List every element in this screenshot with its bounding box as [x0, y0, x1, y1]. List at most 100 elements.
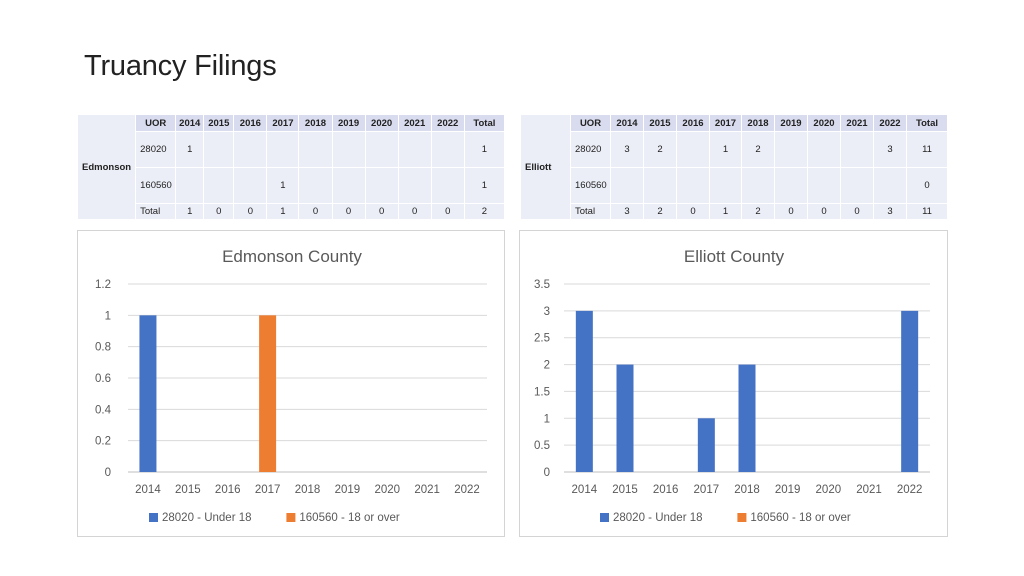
table-cell: 1	[709, 203, 742, 220]
edmonson-chart-panel: Edmonson County 0 0.2 0.4 0.6 0.8 1 1.2 2014 2015…	[77, 230, 505, 537]
table-cell: 1	[175, 131, 205, 168]
x-tick-label: 2018	[295, 484, 321, 496]
table-cell	[203, 131, 235, 168]
table-row: 28020 3 2 1 2 3 11	[521, 131, 948, 168]
table-cell	[676, 131, 710, 168]
table-header-cell: 2014	[175, 114, 205, 132]
uor-code: 160560	[570, 167, 611, 204]
table-cell: 3	[610, 203, 644, 220]
table-cell	[643, 167, 677, 204]
table-header-cell: 2018	[741, 114, 775, 132]
elliott-chart: Elliott County 0 0.5 1 1.5 2 2.5 3 3.5 2014 2015 20…	[534, 247, 930, 524]
table-cell	[397, 131, 432, 168]
table-header-cell: 2020	[807, 114, 841, 132]
table-cell	[840, 167, 874, 204]
grand-total-cell: 11	[906, 203, 948, 220]
table-total-row: Total 1 0 0 1 0 0 0 0 0 2	[78, 203, 506, 220]
bar	[139, 315, 157, 472]
table-cell	[430, 131, 465, 168]
table-cell	[610, 167, 644, 204]
table-header-cell: UOR	[570, 114, 611, 132]
table-cell	[709, 167, 742, 204]
uor-code: 28020	[135, 131, 177, 168]
table-header-row: Edmonson UOR 2014 2015 2016 2017 2018 20…	[76, 114, 506, 220]
row-total-cell: 0	[906, 167, 948, 204]
table-cell: 0	[807, 203, 841, 220]
row-total-cell: 11	[906, 131, 948, 168]
table-header-cell: 2014	[610, 114, 644, 132]
edmonson-table: Edmonson UOR 2014 2015 2016 2017 2018 20…	[76, 114, 506, 220]
table-cell	[840, 131, 874, 168]
table-cell	[203, 167, 235, 204]
table-cell: 2	[643, 131, 677, 168]
x-tick-label: 2016	[653, 484, 679, 496]
table-header-cell: 2017	[266, 114, 300, 132]
x-tick-label: 2016	[215, 484, 241, 496]
x-tick-label: 2014	[135, 484, 161, 496]
table-cell	[430, 167, 465, 204]
table-cell	[298, 131, 333, 168]
chart-title: Edmonson County	[222, 247, 362, 266]
total-label: Total	[135, 203, 177, 220]
table-cell: 1	[266, 203, 300, 220]
table-cell	[807, 167, 841, 204]
bar	[697, 418, 715, 472]
legend-entry: 28020 - Under 18	[613, 512, 703, 524]
chart-title: Elliott County	[684, 247, 785, 266]
table-header-row: Elliott UOR 2014 2015 2016 2017 2018 201…	[520, 114, 948, 220]
page-title: Truancy Filings	[84, 50, 277, 82]
table-cell	[676, 167, 710, 204]
table-cell	[266, 131, 300, 168]
table-cell: 1	[175, 203, 205, 220]
x-tick-label: 2017	[255, 484, 281, 496]
table-header-cell: UOR	[135, 114, 177, 132]
y-tick-label: 1.2	[95, 279, 111, 291]
y-tick-label: 1	[105, 310, 111, 322]
x-tick-label: 2014	[572, 484, 598, 496]
bar	[575, 310, 593, 472]
y-tick-label: 2.5	[534, 333, 550, 345]
y-tick-label: 3	[544, 306, 550, 318]
table-cell: 0	[203, 203, 235, 220]
y-tick-label: 1	[544, 413, 550, 425]
x-tick-label: 2019	[775, 484, 801, 496]
table-cell	[175, 167, 205, 204]
y-tick-label: 0.2	[95, 436, 111, 448]
table-header-cell: 2021	[840, 114, 874, 132]
legend-entry: 160560 - 18 or over	[299, 512, 400, 524]
legend-swatch	[149, 513, 158, 522]
table-row: 28020 1 1	[78, 131, 506, 168]
table-cell: 0	[840, 203, 874, 220]
county-name: Elliott	[520, 114, 571, 220]
table-header-cell: 2015	[643, 114, 677, 132]
table-cell	[741, 167, 775, 204]
table-cell	[807, 131, 841, 168]
y-tick-label: 0.8	[95, 342, 111, 354]
table-cell: 0	[676, 203, 710, 220]
table-header-cell: 2022	[873, 114, 907, 132]
table-cell	[364, 167, 399, 204]
elliott-table: Elliott UOR 2014 2015 2016 2017 2018 201…	[520, 114, 948, 220]
table-header-cell: Total	[463, 114, 506, 132]
table-cell: 2	[741, 131, 775, 168]
table-cell	[298, 167, 333, 204]
table-header-cell: 2020	[364, 114, 399, 132]
table-header-cell: 2016	[233, 114, 268, 132]
uor-code: 28020	[570, 131, 611, 168]
county-name: Edmonson	[76, 114, 137, 220]
x-tick-label: 2022	[454, 484, 480, 496]
table-cell: 0	[331, 203, 366, 220]
table-cell: 0	[774, 203, 808, 220]
table-header-cell: 2021	[397, 114, 432, 132]
table-header-cell: 2022	[430, 114, 465, 132]
table-cell: 0	[397, 203, 432, 220]
x-tick-label: 2017	[694, 484, 720, 496]
table-row: 160560 1 1	[78, 167, 506, 204]
x-tick-label: 2019	[335, 484, 361, 496]
table-cell: 2	[741, 203, 775, 220]
legend-entry: 28020 - Under 18	[162, 512, 252, 524]
y-tick-label: 0.6	[95, 373, 111, 385]
table-cell	[774, 131, 808, 168]
x-tick-label: 2021	[856, 484, 882, 496]
table-row: 160560 0	[521, 167, 948, 204]
